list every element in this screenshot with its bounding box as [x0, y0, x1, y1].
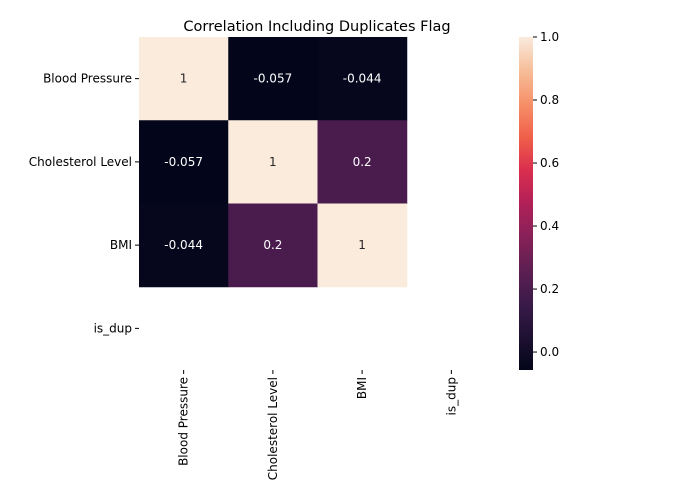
y-tick-label-cholesterol-level: Cholesterol Level: [29, 155, 132, 169]
x-axis: Blood Pressure Cholesterol Level BMI is_dup: [177, 370, 458, 480]
x-tick-label-blood-pressure: Blood Pressure: [177, 377, 191, 466]
colorbar-tick-label-5: 1.0: [540, 30, 559, 44]
cell-annotation-r1-c0: -0.057: [164, 155, 203, 169]
cell-annotation-r2-c2: 1: [358, 238, 366, 252]
cell-annotation-r0-c1: -0.057: [254, 72, 293, 86]
cell-annotation-r1-c2: 0.2: [353, 155, 372, 169]
x-tick-label-cholesterol-level: Cholesterol Level: [266, 377, 280, 480]
colorbar: 0.0 0.2 0.4 0.6 0.8 1.0: [519, 30, 559, 370]
colorbar-tick-label-4: 0.8: [540, 93, 559, 107]
heatmap-cell-r1-c0: [139, 120, 229, 204]
x-tick-label-is-dup: is_dup: [444, 377, 458, 415]
y-tick-label-bmi: BMI: [110, 238, 132, 252]
colorbar-tick-label-0: 0.0: [540, 345, 559, 359]
heatmap-cell-r1-c1: [228, 120, 318, 204]
cell-annotation-r2-c1: 0.2: [263, 238, 282, 252]
cell-annotation-r0-c2: -0.044: [343, 72, 382, 86]
heatmap-cell-r2-c2: [317, 203, 408, 288]
x-tick-label-bmi: BMI: [355, 377, 369, 399]
y-tick-label-is-dup: is_dup: [94, 321, 132, 335]
cell-annotations: 1 -0.057 -0.044 -0.057 1 0.2 -0.044 0.2 1: [164, 72, 381, 253]
heatmap-cell-r2-c1: [228, 203, 318, 288]
colorbar-gradient: [519, 37, 533, 370]
heatmap-cell-r0-c1: [228, 37, 318, 121]
cell-annotation-r2-c0: -0.044: [164, 238, 203, 252]
heatmap-cell-r0-c0: [139, 37, 229, 121]
chart-title: Correlation Including Duplicates Flag: [183, 19, 450, 35]
heatmap-cell-r1-c2: [317, 120, 408, 204]
heatmap-cells: [139, 37, 408, 288]
y-tick-label-blood-pressure: Blood Pressure: [43, 72, 132, 86]
heatmap-cell-r2-c0: [139, 203, 229, 288]
colorbar-tick-label-1: 0.2: [540, 282, 559, 296]
colorbar-tick-label-3: 0.6: [540, 156, 559, 170]
cell-annotation-r0-c0: 1: [180, 72, 188, 86]
heatmap-cell-r0-c2: [317, 37, 408, 121]
colorbar-tick-label-2: 0.4: [540, 219, 559, 233]
cell-annotation-r1-c1: 1: [269, 155, 277, 169]
y-axis: Blood Pressure Cholesterol Level BMI is_dup: [29, 72, 139, 335]
